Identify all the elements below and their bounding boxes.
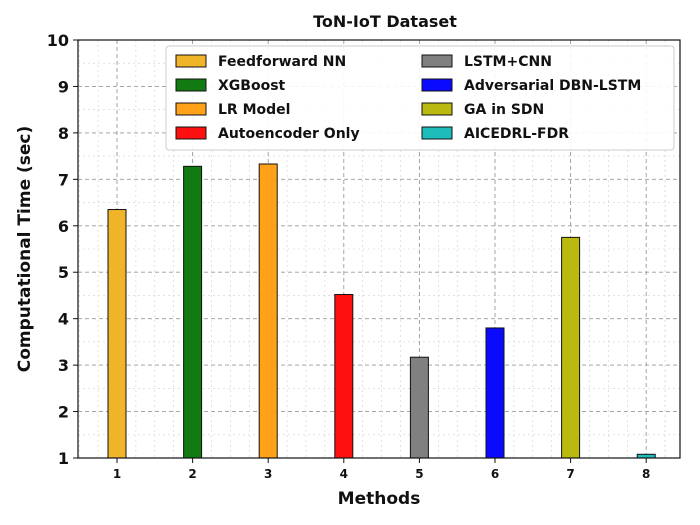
x-tick-label: 4 bbox=[340, 467, 348, 481]
y-tick-label: 5 bbox=[58, 263, 69, 282]
x-axis-title: Methods bbox=[338, 489, 421, 509]
x-tick-label: 3 bbox=[264, 467, 272, 481]
y-tick-label: 7 bbox=[58, 170, 69, 189]
legend-swatch bbox=[421, 78, 453, 92]
bar-4 bbox=[334, 294, 354, 459]
y-tick-label: 4 bbox=[58, 310, 69, 329]
legend-label: XGBoost bbox=[218, 78, 286, 94]
plot-area bbox=[77, 39, 681, 459]
x-tick-label: 8 bbox=[642, 467, 650, 481]
legend-label: Autoencoder Only bbox=[218, 126, 360, 142]
y-axis-title: Computational Time (sec) bbox=[15, 126, 35, 373]
y-tick-label: 9 bbox=[58, 77, 69, 96]
y-tick-label: 1 bbox=[58, 449, 69, 468]
chart-title: ToN-IoT Dataset bbox=[313, 12, 457, 31]
legend-swatch bbox=[175, 126, 207, 140]
bar-7 bbox=[561, 236, 581, 459]
legend-label: Feedforward NN bbox=[218, 54, 346, 70]
legend-swatch bbox=[175, 102, 207, 116]
legend-label: AICEDRL-FDR bbox=[464, 126, 569, 142]
legend-box bbox=[165, 45, 675, 151]
bar-1 bbox=[107, 209, 127, 459]
bar-5 bbox=[409, 356, 429, 459]
x-axis: 1 2 3 4 5 6 7 8 bbox=[113, 458, 650, 481]
legend-swatch bbox=[421, 126, 453, 140]
y-tick-label: 8 bbox=[58, 124, 69, 143]
legend: Feedforward NN XGBoost LR Model Autoencoder… bbox=[165, 45, 675, 151]
bar-6 bbox=[485, 327, 505, 459]
bar-2 bbox=[183, 165, 203, 459]
x-tick-label: 7 bbox=[566, 467, 574, 481]
legend-swatch bbox=[421, 54, 453, 68]
x-tick-label: 1 bbox=[113, 467, 121, 481]
legend-label: Adversarial DBN-LSTM bbox=[464, 78, 641, 94]
y-tick-label: 10 bbox=[47, 31, 69, 50]
legend-label: GA in SDN bbox=[464, 102, 544, 118]
legend-swatch bbox=[421, 102, 453, 116]
legend-label: LR Model bbox=[218, 102, 290, 118]
y-tick-label: 6 bbox=[58, 217, 69, 236]
y-tick-label: 2 bbox=[58, 403, 69, 422]
legend-swatch bbox=[175, 78, 207, 92]
x-tick-label: 2 bbox=[188, 467, 196, 481]
x-tick-label: 6 bbox=[491, 467, 499, 481]
y-axis: 1 2 3 4 5 6 7 8 9 10 bbox=[47, 31, 78, 468]
y-tick-label: 3 bbox=[58, 356, 69, 375]
legend-label: LSTM+CNN bbox=[464, 54, 552, 70]
bar-3 bbox=[258, 163, 278, 459]
x-tick-label: 5 bbox=[415, 467, 423, 481]
legend-swatch bbox=[175, 54, 207, 68]
